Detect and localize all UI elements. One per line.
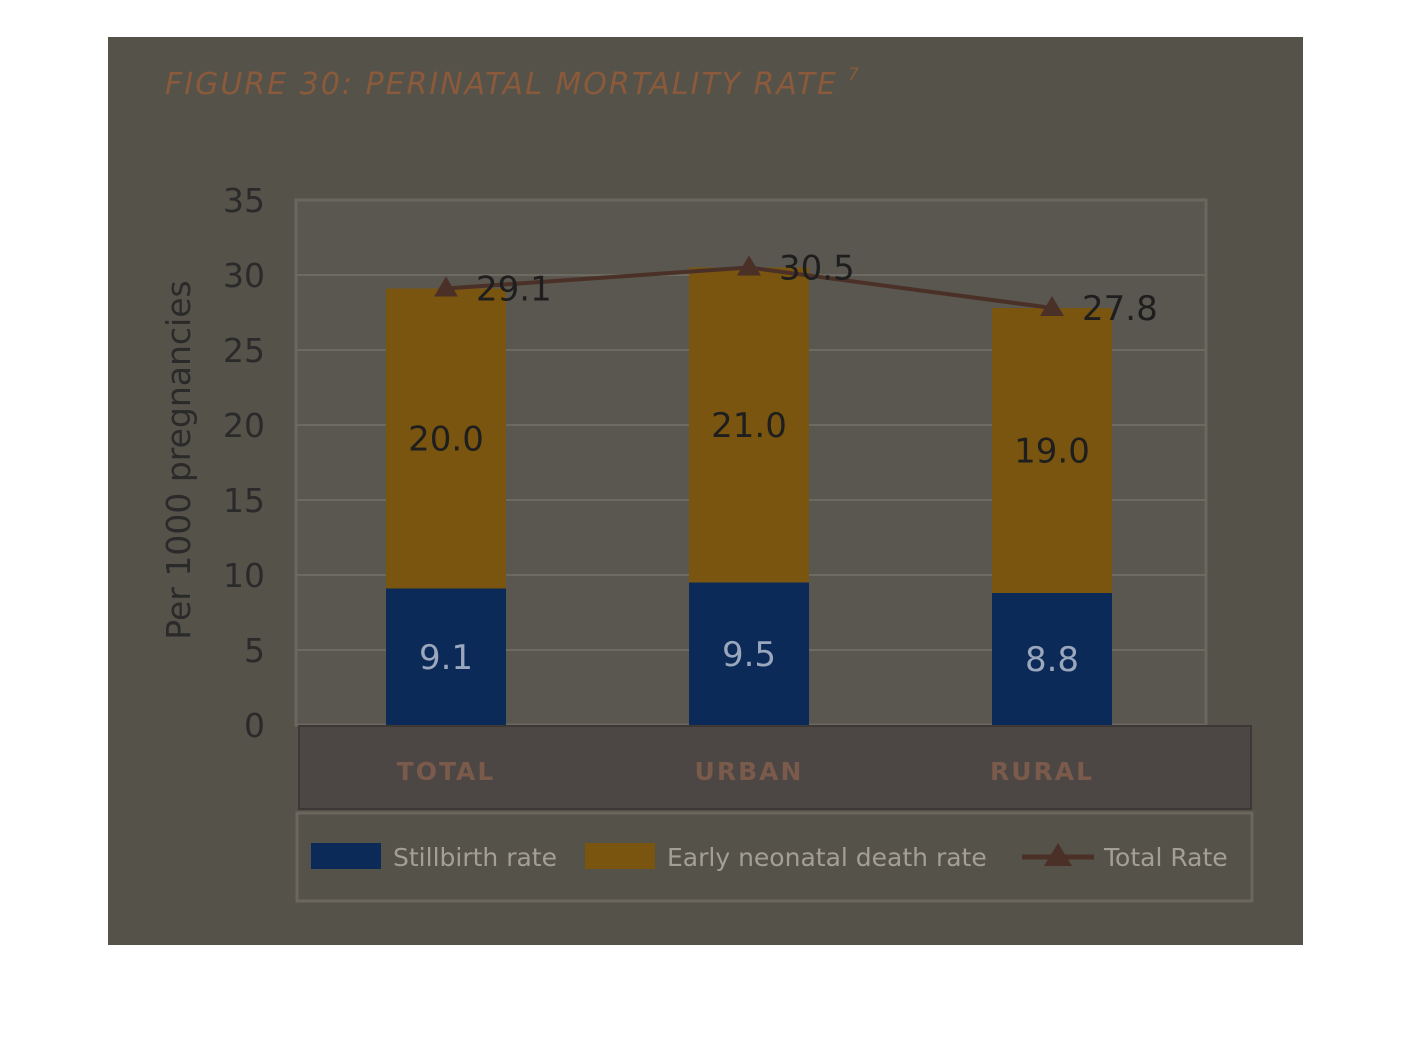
chart-title-text: FIGURE 30: PERINATAL MORTALITY RATE bbox=[165, 67, 838, 102]
category-labels: TOTAL URBAN RURAL bbox=[397, 757, 1094, 786]
y-axis-ticks: 0 5 10 15 20 25 30 35 bbox=[223, 181, 265, 745]
neonatal-bar bbox=[386, 288, 506, 589]
category-label: URBAN bbox=[695, 757, 804, 786]
neonatal-value-label: 20.0 bbox=[408, 420, 484, 460]
stillbirth-value-label: 8.8 bbox=[1025, 640, 1079, 680]
y-tick-label: 10 bbox=[223, 556, 265, 595]
total-rate-marker bbox=[737, 255, 761, 276]
legend-label-stillbirth: Stillbirth rate bbox=[393, 843, 557, 872]
legend-label-total: Total Rate bbox=[1103, 843, 1228, 872]
neonatal-value-label: 19.0 bbox=[1014, 432, 1090, 472]
neonatal-bar bbox=[689, 267, 809, 583]
total-rate-marker bbox=[1040, 296, 1064, 316]
segment-labels: 9.1 20.0 9.5 21.0 8.8 19.0 bbox=[408, 406, 1090, 680]
y-tick-label: 30 bbox=[223, 256, 265, 295]
chart-title: FIGURE 30: PERINATAL MORTALITY RATE 7 bbox=[165, 65, 861, 102]
category-label: TOTAL bbox=[397, 757, 496, 786]
y-tick-label: 15 bbox=[223, 481, 265, 520]
category-axis-panel bbox=[298, 725, 1252, 810]
total-rate-label: 30.5 bbox=[779, 249, 855, 289]
y-tick-label: 20 bbox=[223, 406, 265, 445]
legend-swatch-neonatal bbox=[585, 843, 655, 869]
y-tick-label: 35 bbox=[223, 181, 265, 220]
legend-swatch-stillbirth bbox=[311, 843, 381, 869]
total-rate-marker bbox=[434, 276, 458, 297]
stillbirth-bar bbox=[992, 593, 1112, 725]
legend-marker-total bbox=[1044, 843, 1072, 866]
category-label: RURAL bbox=[990, 757, 1094, 786]
total-rate-label: 29.1 bbox=[476, 270, 552, 310]
y-axis-label: Per 1000 pregnancies bbox=[159, 280, 198, 639]
total-rate-line: 29.1 30.5 27.8 bbox=[434, 249, 1158, 329]
y-tick-label: 0 bbox=[244, 706, 265, 745]
stillbirth-bar bbox=[386, 588, 506, 725]
chart-title-superscript: 7 bbox=[848, 65, 861, 85]
legend-label-neonatal: Early neonatal death rate bbox=[667, 843, 987, 872]
legend-entries: Stillbirth rate Early neonatal death rate… bbox=[311, 843, 1228, 872]
neonatal-value-label: 21.0 bbox=[711, 406, 787, 446]
total-rate-label: 27.8 bbox=[1082, 289, 1158, 329]
y-tick-label: 25 bbox=[223, 331, 265, 370]
stillbirth-bar bbox=[689, 582, 809, 725]
neonatal-bar bbox=[992, 308, 1112, 593]
stillbirth-value-label: 9.5 bbox=[722, 635, 776, 675]
stillbirth-value-label: 9.1 bbox=[419, 638, 473, 678]
y-tick-label: 5 bbox=[244, 631, 265, 670]
bars bbox=[386, 267, 1112, 725]
